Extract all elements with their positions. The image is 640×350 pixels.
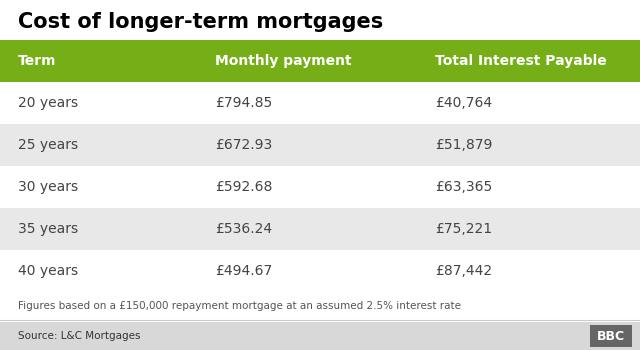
Text: Total Interest Payable: Total Interest Payable <box>435 54 607 68</box>
Bar <box>0 292 640 320</box>
Text: £63,365: £63,365 <box>435 180 492 194</box>
Text: £672.93: £672.93 <box>215 138 272 152</box>
Text: £87,442: £87,442 <box>435 264 492 278</box>
Text: Figures based on a £150,000 repayment mortgage at an assumed 2.5% interest rate: Figures based on a £150,000 repayment mo… <box>18 301 461 311</box>
Text: 40 years: 40 years <box>18 264 78 278</box>
Bar <box>0 208 640 250</box>
Text: 30 years: 30 years <box>18 180 78 194</box>
Text: Monthly payment: Monthly payment <box>215 54 351 68</box>
Text: Source: L&C Mortgages: Source: L&C Mortgages <box>18 331 141 341</box>
Bar <box>0 250 640 292</box>
Bar <box>0 166 640 208</box>
Text: 25 years: 25 years <box>18 138 78 152</box>
Text: BBC: BBC <box>597 329 625 343</box>
Text: £494.67: £494.67 <box>215 264 272 278</box>
Text: Term: Term <box>18 54 56 68</box>
Bar <box>0 124 640 166</box>
Text: Cost of longer-term mortgages: Cost of longer-term mortgages <box>18 13 383 33</box>
Bar <box>0 82 640 124</box>
Bar <box>0 40 640 82</box>
Bar <box>0 322 640 350</box>
Text: £794.85: £794.85 <box>215 96 272 110</box>
Text: £51,879: £51,879 <box>435 138 492 152</box>
Text: 35 years: 35 years <box>18 222 78 236</box>
Text: £40,764: £40,764 <box>435 96 492 110</box>
Text: £536.24: £536.24 <box>215 222 272 236</box>
Text: £75,221: £75,221 <box>435 222 492 236</box>
Text: 20 years: 20 years <box>18 96 78 110</box>
Bar <box>590 325 632 347</box>
Text: £592.68: £592.68 <box>215 180 273 194</box>
